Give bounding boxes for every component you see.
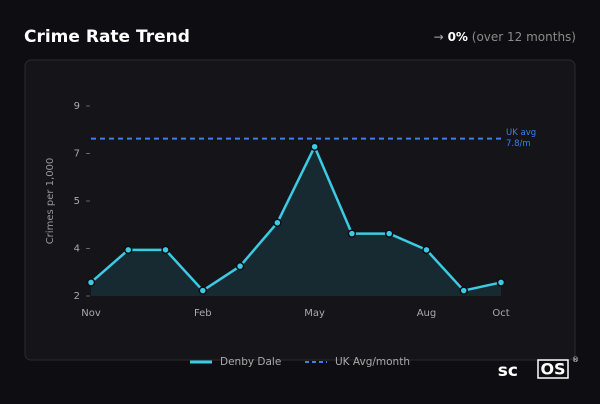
- reference-annotation: UK avg: [506, 128, 536, 138]
- point: [124, 245, 133, 255]
- title: Crime Rate Trend: [24, 27, 190, 47]
- legend-label: UK Avg/month: [335, 356, 410, 368]
- change: → 0% (over 12 months): [434, 30, 576, 44]
- change-arrow: →: [434, 30, 444, 44]
- point: [384, 229, 394, 238]
- reference-annotation: 7.8/m: [506, 139, 531, 149]
- brand-prefix: sc: [498, 361, 518, 381]
- y-tick-label: 4: [74, 244, 80, 255]
- point: [496, 278, 506, 287]
- chart-card: [24, 59, 576, 361]
- area: [91, 146, 501, 296]
- y-axis-label: Crimes per 1,000: [45, 158, 56, 245]
- point: [86, 278, 96, 287]
- y-tick-label: 2: [74, 291, 80, 302]
- brand-box: [537, 359, 569, 379]
- y-tick-label: 5: [74, 196, 80, 207]
- point: [347, 229, 357, 238]
- y-tick-label: 9: [74, 101, 80, 112]
- point: [198, 286, 208, 295]
- point: [235, 261, 245, 271]
- change-period: (over 12 months): [472, 30, 576, 44]
- point: [422, 245, 431, 255]
- line: [90, 145, 502, 292]
- x-tick-label: Aug: [417, 308, 437, 319]
- x-tick-label: May: [304, 308, 325, 319]
- y-tick-label: 7: [74, 149, 80, 160]
- brand-boxed: OS: [540, 360, 565, 379]
- point: [161, 245, 170, 255]
- point: [459, 286, 468, 295]
- x-tick-label: Oct: [492, 308, 509, 319]
- change-value: 0%: [448, 30, 468, 44]
- brand-mark: ®: [572, 356, 579, 364]
- x-tick-label: Nov: [81, 308, 101, 319]
- x-tick-label: Feb: [194, 308, 212, 319]
- legend-label: Denby Dale: [220, 356, 281, 368]
- point: [273, 218, 282, 227]
- point: [310, 142, 319, 151]
